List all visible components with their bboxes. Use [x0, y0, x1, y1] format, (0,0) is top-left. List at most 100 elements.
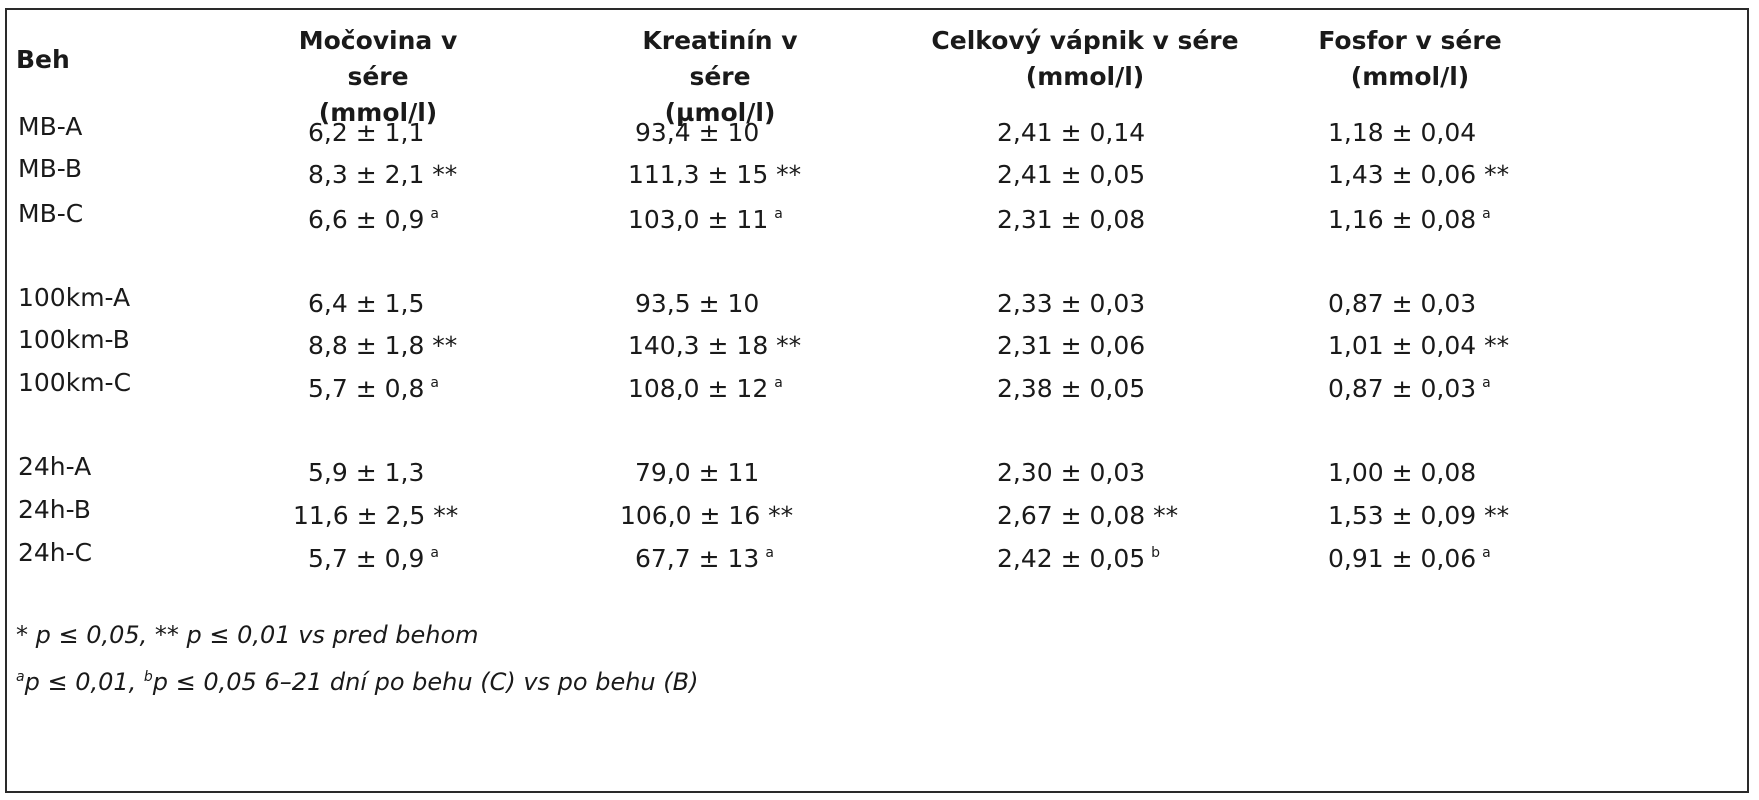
value: 0,91 ± 0,06	[1328, 544, 1477, 573]
value: 1,01 ± 0,04 **	[1328, 331, 1510, 360]
row-vapnik: 2,38 ± 0,05	[997, 365, 1151, 407]
row-fosfor: 1,00 ± 0,08	[1328, 449, 1482, 491]
value: 8,8 ± 1,8 **	[308, 331, 458, 360]
header-mocovina-unit: (mmol/l)	[318, 98, 438, 127]
row-kreatinin: 140,3 ± 18 **	[628, 322, 807, 364]
row-mocovina: 8,8 ± 1,8 **	[308, 322, 463, 364]
value: 2,67 ± 0,08 **	[997, 501, 1179, 530]
footnote-sup-a: a	[16, 669, 25, 685]
header-vapnik-label: Celkový vápnik v sére	[931, 26, 1239, 55]
row-fosfor: 1,01 ± 0,04 **	[1328, 322, 1515, 364]
value: 108,0 ± 12	[628, 374, 769, 403]
row-kreatinin: 108,0 ± 12 a	[628, 365, 783, 407]
footnote-line2: ap ≤ 0,01, bp ≤ 0,05 6–21 dní po behu (C…	[16, 656, 698, 703]
row-vapnik: 2,31 ± 0,06	[997, 322, 1151, 364]
footnotes: * p ≤ 0,05, ** p ≤ 0,01 vs pred behom ap…	[16, 614, 698, 703]
row-kreatinin: 79,0 ± 11	[635, 449, 765, 491]
value: 140,3 ± 18 **	[628, 331, 802, 360]
row-mocovina: 8,3 ± 2,1 **	[308, 151, 463, 193]
value: 11,6 ± 2,5 **	[293, 501, 459, 530]
row-kreatinin: 111,3 ± 15 **	[628, 151, 807, 193]
header-vapnik: Celkový vápnik v sére (mmol/l)	[915, 23, 1255, 95]
footnote-part2: p ≤ 0,05 6–21 dní po behu (C) vs po behu…	[152, 668, 699, 696]
row-fosfor: 0,87 ± 0,03 a	[1328, 365, 1491, 407]
row-vapnik: 2,31 ± 0,08	[997, 196, 1151, 238]
row-beh: 24h-B	[18, 495, 91, 524]
row-beh: 24h-C	[18, 538, 93, 567]
row-mocovina: 5,7 ± 0,8 a	[308, 365, 439, 407]
value: 1,16 ± 0,08	[1328, 205, 1477, 234]
header-mocovina-label: Močovina v sére	[298, 26, 458, 91]
value: 103,0 ± 11	[628, 205, 769, 234]
value: 5,7 ± 0,8	[308, 374, 425, 403]
row-vapnik: 2,41 ± 0,14	[997, 109, 1151, 151]
value: 2,33 ± 0,03	[997, 289, 1146, 318]
row-beh: MB-B	[18, 154, 83, 183]
value: 2,41 ± 0,05	[997, 160, 1146, 189]
sup: a	[1482, 375, 1491, 391]
value: 79,0 ± 11	[635, 458, 760, 487]
row-kreatinin: 103,0 ± 11 a	[628, 196, 783, 238]
row-fosfor: 1,43 ± 0,06 **	[1328, 151, 1515, 193]
header-fosfor-unit: (mmol/l)	[1350, 62, 1470, 91]
value: 8,3 ± 2,1 **	[308, 160, 458, 189]
row-beh: 100km-B	[18, 325, 130, 354]
sup: a	[1482, 545, 1491, 561]
row-vapnik: 2,30 ± 0,03	[997, 449, 1151, 491]
header-kreatinin: Kreatinín v sére (µmol/l)	[610, 23, 830, 131]
sup: a	[430, 206, 439, 222]
header-vapnik-unit: (mmol/l)	[1025, 62, 1145, 91]
row-mocovina: 6,2 ± 1,1	[308, 109, 430, 151]
sup: a	[774, 375, 783, 391]
row-vapnik: 2,33 ± 0,03	[997, 280, 1151, 322]
row-fosfor: 1,18 ± 0,04	[1328, 109, 1482, 151]
value: 67,7 ± 13	[635, 544, 760, 573]
footnote-sup-b: b	[143, 669, 153, 685]
row-vapnik: 2,42 ± 0,05 b	[997, 535, 1160, 577]
row-vapnik: 2,41 ± 0,05	[997, 151, 1151, 193]
header-kreatinin-label: Kreatinín v sére	[642, 26, 798, 91]
table-frame	[5, 8, 1749, 793]
value: 1,00 ± 0,08	[1328, 458, 1477, 487]
row-kreatinin: 67,7 ± 13 a	[635, 535, 774, 577]
value: 1,43 ± 0,06 **	[1328, 160, 1510, 189]
value: 6,2 ± 1,1	[308, 118, 425, 147]
value: 1,18 ± 0,04	[1328, 118, 1477, 147]
value: 2,42 ± 0,05	[997, 544, 1146, 573]
row-beh: 100km-C	[18, 368, 132, 397]
value: 1,53 ± 0,09 **	[1328, 501, 1510, 530]
row-beh: 24h-A	[18, 452, 92, 481]
row-beh: 100km-A	[18, 283, 131, 312]
row-vapnik: 2,67 ± 0,08 **	[997, 492, 1184, 534]
sup: a	[765, 545, 774, 561]
sup: a	[1482, 206, 1491, 222]
value: 106,0 ± 16 **	[620, 501, 794, 530]
footnote-part1: p ≤ 0,01,	[24, 668, 144, 696]
row-fosfor: 0,91 ± 0,06 a	[1328, 535, 1491, 577]
value: 6,4 ± 1,5	[308, 289, 425, 318]
value: 111,3 ± 15 **	[628, 160, 802, 189]
value: 2,31 ± 0,08	[997, 205, 1146, 234]
row-mocovina: 11,6 ± 2,5 **	[293, 492, 464, 534]
header-fosfor-label: Fosfor v sére	[1318, 26, 1502, 55]
value: 2,41 ± 0,14	[997, 118, 1146, 147]
value: 93,5 ± 10	[635, 289, 760, 318]
sup: b	[1151, 545, 1161, 561]
value: 5,9 ± 1,3	[308, 458, 425, 487]
row-beh: MB-C	[18, 199, 84, 228]
header-kreatinin-unit: (µmol/l)	[664, 98, 776, 127]
row-kreatinin: 93,4 ± 10	[635, 109, 765, 151]
row-beh: MB-A	[18, 112, 83, 141]
header-mocovina: Močovina v sére (mmol/l)	[268, 23, 488, 131]
value: 6,6 ± 0,9	[308, 205, 425, 234]
row-mocovina: 6,6 ± 0,9 a	[308, 196, 439, 238]
value: 2,38 ± 0,05	[997, 374, 1146, 403]
sup: a	[430, 545, 439, 561]
value: 93,4 ± 10	[635, 118, 760, 147]
header-beh: Beh	[16, 45, 70, 74]
value: 2,30 ± 0,03	[997, 458, 1146, 487]
value: 0,87 ± 0,03	[1328, 374, 1477, 403]
value: 2,31 ± 0,06	[997, 331, 1146, 360]
row-mocovina: 5,7 ± 0,9 a	[308, 535, 439, 577]
sup: a	[430, 375, 439, 391]
